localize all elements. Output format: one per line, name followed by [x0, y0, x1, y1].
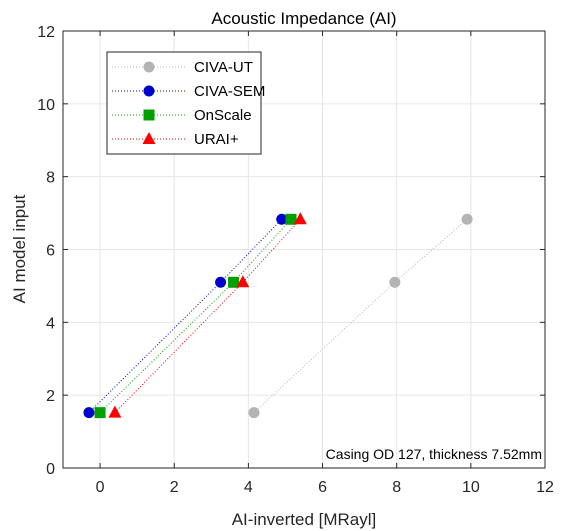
y-tick-label: 12: [37, 24, 55, 41]
casing-annotation: Casing OD 127, thickness 7.52mm: [326, 446, 542, 462]
legend: CIVA-UT CIVA-SEM OnScale URAI+: [106, 51, 265, 155]
data-point: [293, 212, 307, 225]
legend-label: CIVA-SEM: [194, 83, 265, 100]
y-tick-label: 8: [46, 170, 55, 187]
data-point: [94, 407, 106, 419]
legend-label: CIVA-UT: [194, 59, 253, 76]
x-tick-label: 2: [170, 479, 179, 496]
data-markers: [83, 212, 473, 419]
legend-marker: [143, 85, 155, 97]
y-axis-ticks: 0 2 4 6 8 10 12: [37, 24, 545, 478]
legend-marker: [142, 132, 156, 144]
y-tick-label: 0: [46, 461, 55, 478]
x-axis-title: AI-inverted [MRayl]: [232, 510, 377, 529]
data-point: [215, 276, 227, 288]
data-point: [108, 405, 122, 418]
legend-label: URAI+: [194, 131, 239, 148]
x-axis-ticks: 0 2 4 6 8 10 12: [96, 31, 554, 496]
y-tick-label: 6: [46, 243, 55, 260]
x-tick-label: 6: [318, 479, 327, 496]
y-tick-label: 10: [37, 97, 55, 114]
data-point: [228, 276, 240, 288]
legend-label: OnScale: [194, 107, 252, 124]
data-point: [83, 407, 95, 419]
legend-marker: [143, 109, 155, 121]
x-tick-label: 10: [462, 479, 480, 496]
series-line: [253, 218, 468, 414]
data-point: [461, 213, 473, 225]
y-tick-label: 2: [46, 388, 55, 405]
legend-marker: [143, 61, 155, 73]
data-point: [285, 213, 297, 225]
y-axis-title: AI model input: [10, 194, 29, 303]
x-tick-label: 8: [392, 479, 401, 496]
chart-title: Acoustic Impedance (AI): [211, 9, 396, 28]
x-tick-label: 4: [244, 479, 253, 496]
y-tick-label: 4: [46, 315, 55, 332]
legend-box: [106, 51, 262, 155]
x-tick-label: 12: [536, 479, 554, 496]
data-point: [276, 213, 288, 225]
series-line: [88, 218, 283, 414]
data-point: [389, 276, 401, 288]
data-point: [236, 275, 250, 288]
x-tick-label: 0: [96, 479, 105, 496]
data-point: [248, 407, 260, 419]
series-line: [114, 218, 301, 413]
